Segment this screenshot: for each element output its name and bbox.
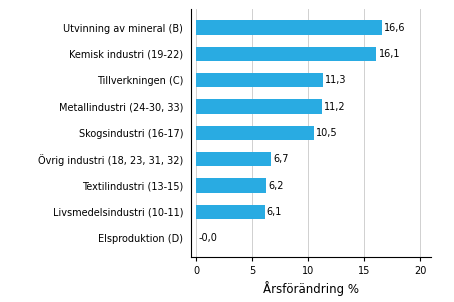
Bar [196,99,321,114]
Text: 16,1: 16,1 [379,49,400,59]
Text: 6,7: 6,7 [273,154,289,164]
Text: 11,3: 11,3 [325,75,346,85]
Bar [196,152,271,166]
Text: 16,6: 16,6 [384,23,406,33]
Bar [196,205,265,219]
Text: 11,2: 11,2 [324,101,345,111]
Text: -0,0: -0,0 [198,233,217,243]
Bar [196,47,376,61]
Text: 10,5: 10,5 [316,128,338,138]
Text: 6,2: 6,2 [268,181,283,191]
Bar [196,178,266,193]
Text: 6,1: 6,1 [267,207,282,217]
Bar [196,20,382,35]
Bar [196,73,323,88]
Bar [196,126,314,140]
X-axis label: Årsförändring %: Årsförändring % [263,281,359,296]
